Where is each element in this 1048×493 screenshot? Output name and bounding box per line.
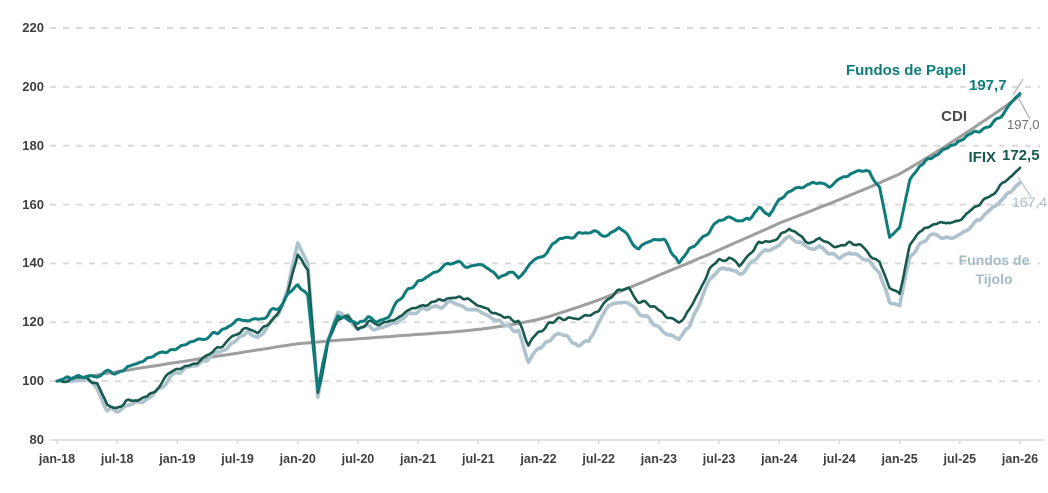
series-label-fundos-de-papel: Fundos de Papel: [845, 62, 966, 79]
y-axis-label: 180: [22, 137, 44, 153]
series-line-cdi: [55, 94, 1022, 383]
y-axis-label: 140: [22, 255, 44, 271]
x-axis-label: jan-18: [38, 452, 76, 466]
y-axis-label: 200: [22, 78, 44, 94]
x-axis-label: jul-21: [461, 452, 495, 466]
x-axis-label: jul-19: [221, 452, 254, 466]
x-axis-label: jul-22: [582, 452, 616, 466]
series-end-value-ifix: 172,5: [1002, 147, 1040, 164]
x-axis-label: jan-20: [279, 452, 316, 466]
series-line-fundos-de-tijolo: [55, 181, 1022, 414]
leader-line-tijolo: [1017, 176, 1032, 198]
series-end-value-fundos-de-papel: 197,7: [969, 77, 1007, 94]
series-end-value-cdi: 197,0: [1007, 117, 1040, 132]
leader-line-papel: [1012, 78, 1024, 96]
y-axis-label: 220: [22, 20, 44, 35]
y-axis-label: 100: [22, 373, 44, 389]
series-label-tijolo-line2: Tijolo: [975, 271, 1013, 287]
x-axis-label: jan-23: [640, 452, 677, 466]
x-axis-label: jul-23: [702, 452, 736, 466]
y-axis-label: 80: [29, 432, 44, 447]
x-axis-label: jan-26: [1001, 452, 1039, 466]
x-axis-label: jan-25: [881, 452, 918, 466]
x-axis-label: jul-25: [943, 452, 977, 466]
x-axis-label: jul-20: [341, 452, 375, 466]
series-label-cdi: CDI: [941, 108, 967, 125]
x-axis-label: jan-24: [761, 452, 798, 466]
y-axis-label: 120: [22, 314, 44, 330]
series-label-fundos-de-tijolo: Fundos de Tijolo: [946, 251, 1042, 289]
series-line-fundos-de-papel: [55, 92, 1022, 391]
x-axis-label: jan-19: [159, 452, 196, 466]
series-end-value-fundos-de-tijolo: 167,4: [1012, 194, 1048, 210]
x-axis-label: jan-21: [400, 452, 437, 466]
series-label-tijolo-line1: Fundos de: [958, 252, 1030, 268]
x-axis-label: jul-24: [823, 452, 856, 466]
series-line-ifix: [55, 166, 1022, 410]
series-label-ifix: IFIX: [968, 149, 996, 166]
leader-line-cdi: [1018, 98, 1031, 120]
x-axis-label: jul-18: [100, 452, 134, 466]
y-axis-label: 160: [22, 196, 44, 212]
x-axis-label: jan-22: [520, 452, 557, 466]
